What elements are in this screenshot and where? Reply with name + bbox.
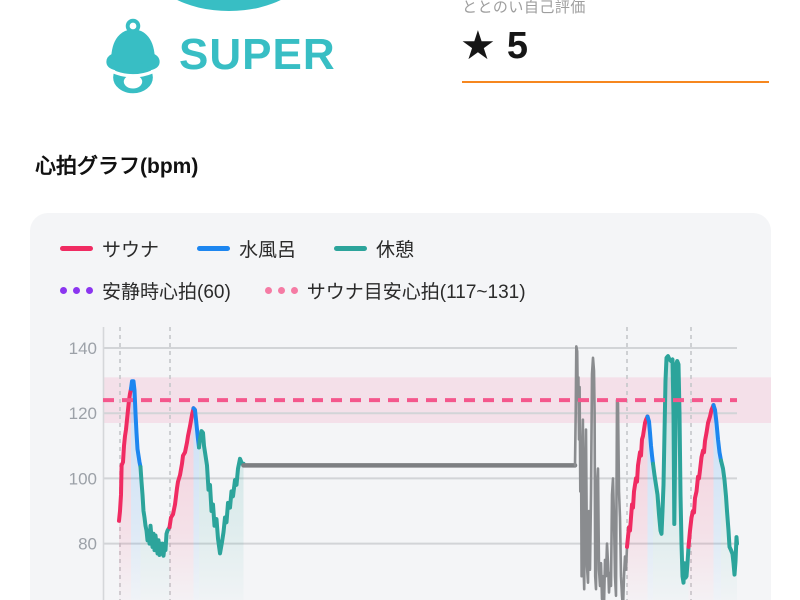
legend-item: サウナ目安心拍(117~131) [264,277,526,304]
legend-item: 休憩 [334,235,414,262]
section-title: 心拍グラフ(bpm) [35,155,199,178]
sauna-hat-logo-icon [106,18,160,94]
y-tick-label: 100 [69,469,97,488]
legend-dotted-swatch [60,287,93,294]
series-area-water [193,408,199,600]
series-area-water [131,381,141,600]
legend-label: 安静時心拍(60) [102,282,231,303]
rating-divider [462,81,769,83]
series-line-water [711,403,723,463]
series-line-sauna [167,406,196,530]
star-icon: ★ [460,24,496,68]
legend-row-series: サウナ 水風呂 休憩 [60,235,414,262]
legend-item: サウナ [60,235,159,262]
legend-label: サウナ目安心拍(117~131) [306,282,526,303]
app-name: SUPER [179,30,336,79]
series-area-rest [199,431,244,600]
series-area-rest [140,467,170,600]
series-area-sauna [169,408,194,600]
legend-item: 安静時心拍(60) [60,277,231,304]
series-line-water [645,414,655,466]
series-line-sauna [686,403,716,549]
series-area-sauna [688,405,714,600]
series-line-rest [651,354,691,585]
legend-line-swatch [60,246,93,251]
rating-value: 5 [506,25,528,67]
heart-rate-chart[interactable]: 140 120 100 80 [30,213,771,600]
series-line-water [129,379,143,469]
y-tick-label: 80 [78,535,97,554]
series-line-sauna [625,414,650,549]
legend-item: 水風呂 [197,235,296,262]
rating-row: ★ 5 [460,24,528,68]
series-line-rest [138,465,172,558]
y-tick-label: 140 [69,339,97,358]
legend-line-swatch [197,246,231,251]
legend-label: 水風呂 [239,240,297,261]
legend-dotted-swatch [264,287,298,294]
series-area-sauna [627,416,648,600]
legend-row-reference: 安静時心拍(60) サウナ目安心拍(117~131) [60,277,526,304]
series-area-sauna [119,388,131,600]
legend-line-swatch [334,246,368,251]
series-line-rest [719,458,739,577]
legend-label: 休憩 [376,240,415,261]
rating-label: ととのい自己評価 [462,0,586,16]
y-tick-label: 120 [69,404,97,423]
series-line-rest [197,429,246,556]
legend-label: サウナ [102,240,160,261]
header-teal-arc [150,0,308,11]
